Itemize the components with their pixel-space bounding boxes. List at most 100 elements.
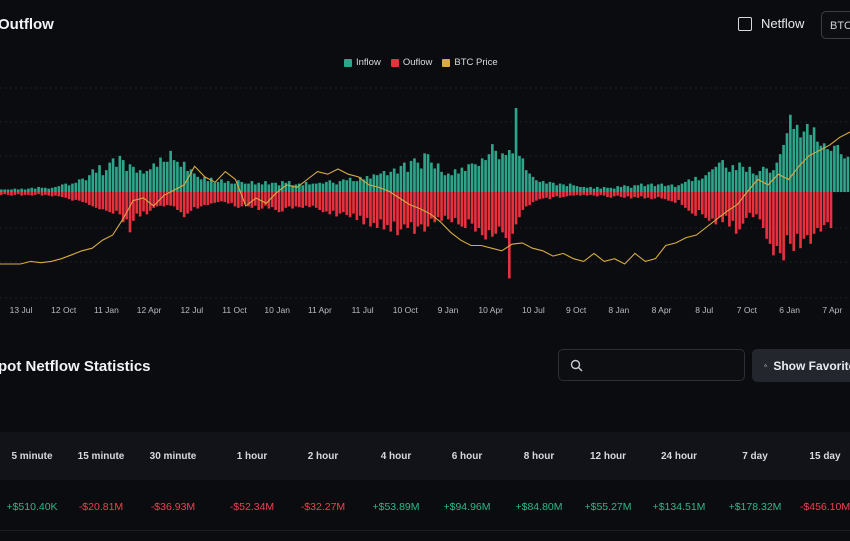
search-icon: [570, 359, 583, 372]
asset-select[interactable]: BTC: [821, 11, 850, 39]
netflow-toggle[interactable]: Netflow: [738, 16, 804, 31]
outflow-bar: [115, 192, 118, 211]
inflow-bar: [308, 184, 311, 192]
inflow-bar: [57, 186, 61, 192]
inflow-bar: [795, 124, 799, 192]
stats-column-header[interactable]: 30 minute: [149, 451, 197, 462]
inflow-bar: [342, 179, 345, 192]
inflow-bar: [409, 160, 413, 192]
inflow-bar: [250, 181, 254, 192]
outflow-bar: [433, 192, 437, 223]
inflow-bar: [108, 162, 112, 192]
outflow-bar: [10, 192, 13, 196]
inflow-bar: [6, 189, 10, 192]
outflow-bar: [589, 192, 592, 195]
inflow-bar: [460, 167, 464, 192]
outflow-bar: [372, 192, 376, 223]
outflow-bar: [304, 192, 308, 206]
outflow-bar: [778, 192, 782, 254]
outflow-bar: [91, 192, 95, 207]
outflow-bar: [599, 192, 603, 195]
x-tick-label: 11 Oct: [222, 305, 247, 315]
inflow-bar: [470, 163, 474, 192]
stats-value-cell: +$94.96M: [443, 501, 491, 513]
outflow-bar: [572, 192, 575, 196]
outflow-bar: [308, 192, 311, 208]
inflow-bar: [643, 186, 647, 192]
inflow-bar: [819, 145, 823, 192]
inflow-bar: [274, 182, 277, 192]
inflow-bar: [653, 186, 657, 192]
inflow-bar: [562, 184, 565, 192]
outflow-bar: [738, 192, 741, 230]
outflow-bar: [413, 192, 416, 234]
outflow-bar: [104, 192, 108, 211]
stats-column-header[interactable]: 1 hour: [236, 451, 268, 462]
outflow-bar: [416, 192, 420, 227]
stats-column-header[interactable]: 12 hour: [589, 451, 627, 462]
inflow-bar: [782, 144, 785, 192]
stats-column-header[interactable]: 5 minute: [11, 451, 53, 462]
outflow-bar: [247, 192, 250, 207]
stats-column-header[interactable]: 15 minute: [77, 451, 125, 462]
netflow-chart[interactable]: 13 Jul 12 Oct 11 Jan 12 Apr 12 Jul 11 Oct 10 J…: [0, 80, 850, 320]
stats-column-header[interactable]: 8 hour: [523, 451, 555, 462]
outflow-bar: [243, 192, 247, 205]
inflow-bar: [684, 181, 687, 192]
outflow-bar: [579, 192, 582, 196]
inflow-bar: [748, 166, 752, 192]
inflow-bar: [406, 171, 410, 192]
inflow-bar: [772, 170, 775, 192]
inflow-bar: [504, 155, 508, 192]
inflow-bar: [497, 159, 501, 192]
netflow-checkbox[interactable]: [738, 16, 752, 31]
x-tick-label: 9 Jan: [438, 305, 459, 315]
inflow-bar: [325, 181, 328, 192]
legend-btc-price[interactable]: BTC Price: [442, 57, 498, 68]
legend-inflow[interactable]: Inflow: [344, 57, 381, 68]
search-input[interactable]: [558, 349, 745, 381]
outflow-bar: [480, 192, 484, 236]
outflow-bar: [281, 192, 284, 212]
inflow-bar: [172, 160, 176, 192]
outflow-bar: [650, 192, 653, 200]
stats-column-header[interactable]: 4 hour: [380, 451, 412, 462]
outflow-bar: [162, 192, 166, 207]
stats-value-cell: -$20.81M: [78, 501, 124, 513]
outflow-bar: [453, 192, 457, 218]
inflow-bar: [440, 171, 443, 192]
x-tick-label: 10 Jan: [264, 305, 290, 315]
inflow-bar: [149, 169, 152, 192]
outflow-bar: [352, 192, 355, 214]
outflow-bar: [294, 192, 298, 207]
stats-column-header[interactable]: 15 day: [809, 451, 841, 462]
inflow-bar: [358, 176, 362, 192]
stats-column-header[interactable]: 6 hour: [451, 451, 483, 462]
show-favorites-button[interactable]: Show Favorites: [752, 349, 850, 382]
inflow-bar: [91, 169, 95, 192]
inflow-bar: [673, 186, 677, 192]
outflow-bar: [27, 192, 30, 195]
inflow-bar: [494, 150, 498, 192]
legend-outflow[interactable]: Ouflow: [390, 57, 432, 68]
inflow-bar: [843, 158, 846, 192]
inflow-bar: [209, 177, 213, 192]
outflow-bar: [802, 192, 806, 239]
inflow-bar: [592, 188, 596, 192]
outflow-bar: [562, 192, 565, 198]
stats-column-header[interactable]: 7 day: [742, 451, 768, 462]
inflow-bar: [548, 181, 552, 192]
stats-column-header[interactable]: 2 hour: [307, 451, 339, 462]
inflow-bar: [501, 153, 504, 192]
outflow-bar: [646, 192, 650, 198]
inflow-bar: [77, 179, 81, 192]
inflow-bar: [270, 182, 274, 192]
stats-column-header[interactable]: 24 hour: [660, 451, 698, 462]
inflow-bar: [362, 179, 365, 192]
outflow-bar: [298, 192, 301, 208]
inflow-bar: [294, 184, 298, 192]
inflow-bar: [223, 182, 227, 192]
outflow-bar: [338, 192, 342, 214]
outflow-bar: [74, 192, 78, 200]
stats-header-row: 5 minute 15 minute 30 minute 1 hour 2 hour 4 …: [0, 432, 850, 480]
